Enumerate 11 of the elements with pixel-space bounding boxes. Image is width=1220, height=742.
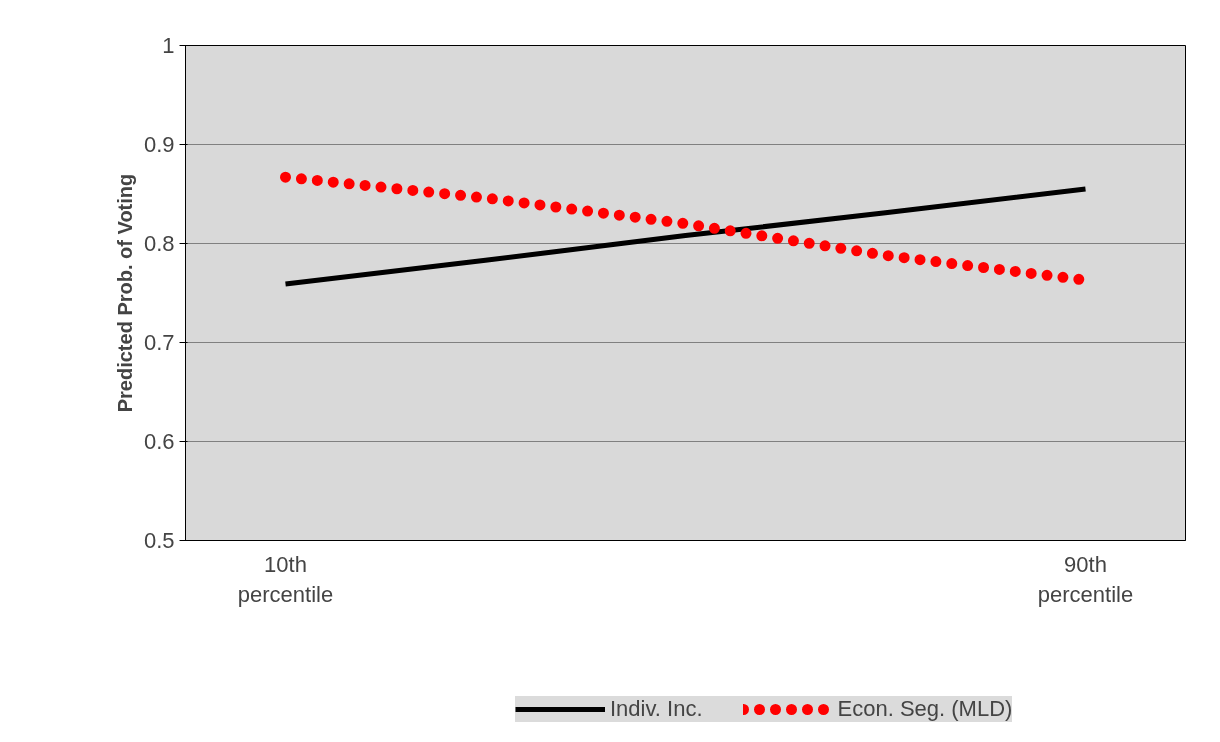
x-tick-label: 90th percentile bbox=[1037, 551, 1134, 607]
y-tick-label: 0.9 bbox=[143, 132, 175, 157]
y-tick-label: 0.5 bbox=[143, 528, 175, 553]
y-axis-title: Predicted Prob. of Voting bbox=[113, 173, 136, 413]
legend-label: Indiv. Inc. bbox=[610, 696, 703, 722]
y-tick-label: 0.6 bbox=[143, 429, 175, 454]
x-tick-label: 10th percentile bbox=[237, 551, 334, 607]
y-tick-label: 1 bbox=[162, 33, 175, 58]
y-tick-label: 0.7 bbox=[143, 330, 175, 355]
legend-label: Econ. Seg. (MLD) bbox=[837, 696, 1013, 722]
y-tick-label: 0.8 bbox=[143, 231, 175, 256]
